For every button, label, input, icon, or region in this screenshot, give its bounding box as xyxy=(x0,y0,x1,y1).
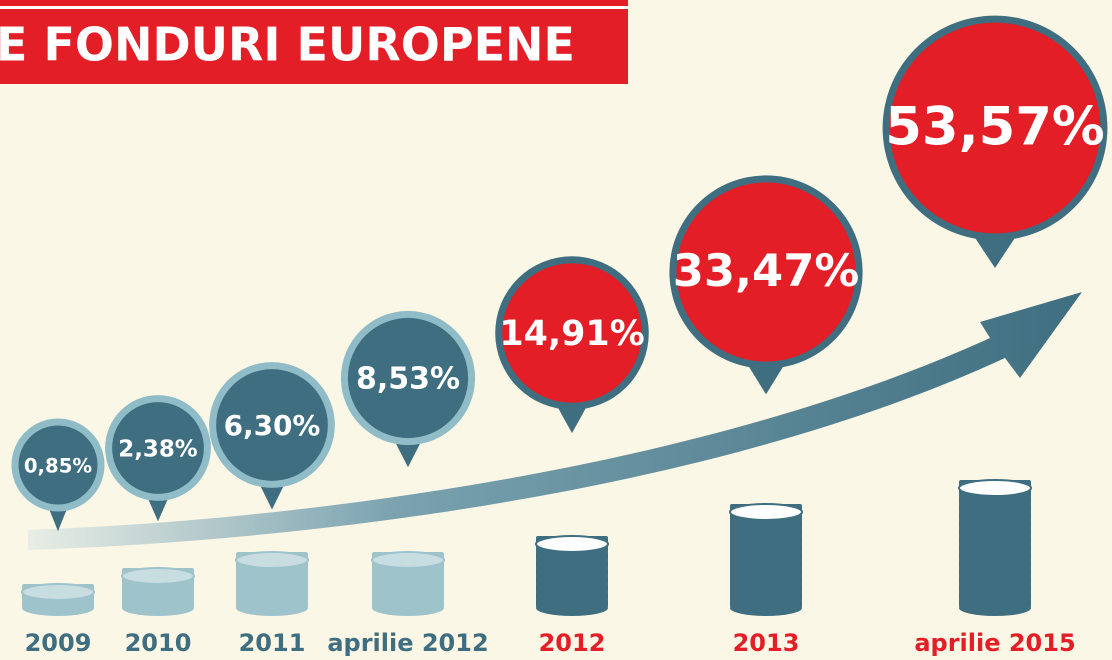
coin-stack xyxy=(372,552,444,616)
x-tick-label: aprilie 2015 xyxy=(914,629,1075,657)
x-tick-label: 2012 xyxy=(539,629,606,657)
value-label: 2,38% xyxy=(118,437,197,463)
coin-stack xyxy=(122,568,194,616)
chart: E FONDURI EUROPENE 0,85% 2009 2,38% 2010 6,3… xyxy=(0,0,1112,660)
x-tick-label: 2009 xyxy=(25,629,92,657)
value-label: 8,53% xyxy=(356,362,460,397)
coin-stack xyxy=(236,552,308,616)
x-tick-label: aprilie 2012 xyxy=(327,629,488,657)
coin-top xyxy=(22,584,94,600)
value-label: 6,30% xyxy=(224,409,321,442)
value-label: 0,85% xyxy=(24,455,93,478)
coin-top xyxy=(236,552,308,568)
banner-stripe xyxy=(0,6,628,9)
x-tick-label: 2011 xyxy=(239,629,306,657)
coin-stack xyxy=(730,504,802,616)
coin-top xyxy=(959,480,1031,496)
x-tick-label: 2010 xyxy=(125,629,192,657)
coin-stack xyxy=(959,480,1031,616)
value-label: 33,47% xyxy=(673,244,860,297)
coin-top xyxy=(730,504,802,520)
coin-top xyxy=(122,568,194,584)
value-label: 14,91% xyxy=(499,314,644,354)
coin-stack xyxy=(536,536,608,616)
coin-top xyxy=(536,536,608,552)
value-label: 53,57% xyxy=(885,97,1104,158)
chart-title: E FONDURI EUROPENE xyxy=(0,18,575,72)
coin-stack xyxy=(22,584,94,616)
x-tick-label: 2013 xyxy=(733,629,800,657)
coin-top xyxy=(372,552,444,568)
